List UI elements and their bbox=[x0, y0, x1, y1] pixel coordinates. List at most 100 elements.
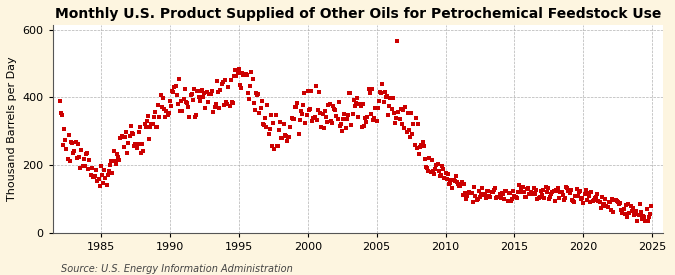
Point bbox=[93, 176, 104, 181]
Point bbox=[144, 137, 155, 141]
Point bbox=[92, 179, 103, 183]
Point bbox=[324, 102, 335, 106]
Point bbox=[309, 115, 320, 120]
Point bbox=[622, 215, 632, 219]
Point bbox=[383, 112, 394, 117]
Point bbox=[376, 90, 387, 95]
Point bbox=[240, 72, 251, 76]
Point bbox=[82, 151, 92, 155]
Point bbox=[273, 144, 284, 148]
Point bbox=[317, 112, 328, 116]
Point bbox=[216, 82, 227, 86]
Point bbox=[433, 169, 444, 173]
Point bbox=[375, 90, 385, 94]
Point bbox=[271, 144, 282, 148]
Point bbox=[574, 189, 585, 194]
Point bbox=[298, 103, 308, 107]
Point bbox=[443, 182, 454, 186]
Point bbox=[234, 83, 245, 87]
Point bbox=[435, 174, 446, 178]
Point bbox=[237, 71, 248, 76]
Point bbox=[168, 90, 179, 95]
Point bbox=[512, 189, 523, 194]
Point bbox=[632, 219, 643, 223]
Point bbox=[270, 113, 281, 117]
Point bbox=[88, 175, 99, 179]
Point bbox=[608, 210, 619, 214]
Point bbox=[641, 207, 652, 211]
Point bbox=[354, 102, 364, 106]
Point bbox=[350, 101, 361, 106]
Point bbox=[562, 186, 572, 190]
Point bbox=[191, 112, 202, 117]
Point bbox=[327, 121, 338, 125]
Point bbox=[389, 121, 400, 125]
Point bbox=[602, 205, 613, 209]
Point bbox=[65, 139, 76, 144]
Point bbox=[126, 124, 136, 128]
Point bbox=[213, 90, 223, 94]
Point bbox=[232, 71, 243, 76]
Point bbox=[561, 185, 572, 189]
Point bbox=[393, 109, 404, 114]
Point bbox=[578, 200, 589, 205]
Point bbox=[100, 175, 111, 180]
Point bbox=[115, 136, 126, 140]
Point bbox=[429, 172, 439, 176]
Point bbox=[470, 194, 481, 198]
Point bbox=[388, 110, 399, 115]
Point bbox=[59, 126, 70, 131]
Point bbox=[334, 124, 345, 128]
Point bbox=[640, 218, 651, 223]
Point bbox=[363, 87, 374, 91]
Point bbox=[381, 94, 392, 98]
Point bbox=[111, 162, 122, 166]
Point bbox=[624, 211, 634, 215]
Point bbox=[323, 103, 333, 108]
Point bbox=[409, 142, 420, 147]
Point bbox=[173, 77, 184, 82]
Point bbox=[541, 190, 552, 194]
Point bbox=[263, 132, 274, 136]
Point bbox=[227, 100, 238, 105]
Point bbox=[574, 189, 585, 194]
Point bbox=[396, 122, 407, 126]
Point bbox=[399, 126, 410, 130]
Point bbox=[525, 190, 536, 194]
Point bbox=[384, 104, 395, 108]
Point bbox=[196, 89, 207, 94]
Point bbox=[279, 133, 290, 137]
Point bbox=[473, 189, 484, 194]
Point bbox=[184, 115, 195, 120]
Point bbox=[177, 109, 188, 114]
Point bbox=[193, 95, 204, 99]
Point bbox=[431, 162, 441, 167]
Point bbox=[86, 166, 97, 170]
Point bbox=[481, 195, 491, 200]
Point bbox=[288, 116, 299, 121]
Point bbox=[560, 196, 570, 200]
Point bbox=[345, 90, 356, 95]
Point bbox=[152, 124, 163, 129]
Point bbox=[586, 190, 597, 194]
Point bbox=[576, 197, 587, 201]
Point bbox=[242, 73, 252, 77]
Point bbox=[262, 103, 273, 107]
Point bbox=[291, 104, 302, 109]
Point bbox=[201, 90, 212, 94]
Y-axis label: Thousand Barrels per Day: Thousand Barrels per Day bbox=[7, 56, 17, 201]
Point bbox=[583, 191, 593, 196]
Point bbox=[404, 135, 415, 140]
Point bbox=[504, 191, 514, 196]
Point bbox=[546, 192, 557, 196]
Point bbox=[211, 101, 221, 106]
Point bbox=[95, 164, 106, 169]
Point bbox=[415, 145, 426, 149]
Point bbox=[69, 149, 80, 153]
Point bbox=[445, 180, 456, 185]
Point bbox=[162, 113, 173, 118]
Point bbox=[142, 114, 153, 118]
Point bbox=[148, 114, 159, 119]
Point bbox=[455, 183, 466, 188]
Point bbox=[239, 72, 250, 76]
